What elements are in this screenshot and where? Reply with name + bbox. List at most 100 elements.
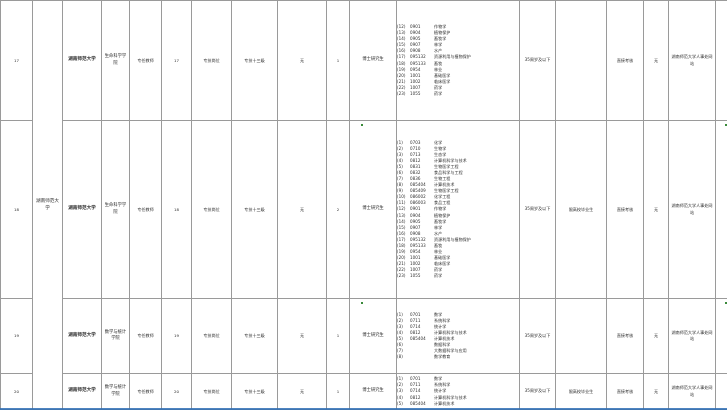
major-item-code: 0812: [410, 157, 421, 163]
cell-post-code: 17: [161, 0, 192, 121]
selection-handle[interactable]: [725, 124, 727, 127]
major-item: (19) 0954 林业: [398, 248, 519, 255]
major-item-number: (3): [397, 388, 403, 394]
major-item: (5) 0831 生物医学工程: [398, 164, 519, 170]
major-item-name: 植物保护: [434, 212, 451, 218]
major-item-number: (8): [397, 182, 403, 188]
cell-college: 生命科学学院: [101, 120, 130, 299]
contact-line: 招聘电话：0731-88872230: [717, 392, 727, 398]
major-item: (1) 0701 数学: [398, 376, 519, 382]
major-item-code: 1007: [410, 84, 421, 90]
major-item-name: 林业: [434, 66, 443, 72]
cell-college: 生命科学学院: [101, 0, 130, 121]
major-item-code: 0711: [410, 382, 421, 388]
page-bottom-rule: [0, 408, 727, 410]
major-item: (3) 0713 生态学: [397, 151, 519, 158]
cell-index: 20: [0, 373, 33, 410]
cell-major-list: (12) 0901 作物学 (13) 0904 植物保护 (14) 0905 畜牧学 (15) 09…: [396, 0, 520, 121]
major-item-number: (2): [397, 382, 403, 388]
major-item-number: (14): [397, 36, 406, 42]
major-item-name: 数学教育: [434, 354, 451, 360]
major-item-number: (12): [397, 24, 406, 30]
major-item: (22) 1007 药学: [398, 267, 519, 273]
cell-post-type: 专技岗位: [191, 0, 232, 121]
cell-age: 35周岁及以下: [519, 0, 556, 121]
major-item: (18) 095133 畜牧: [398, 243, 519, 249]
cell-post: 专任教师: [129, 0, 162, 121]
major-item: (21) 1002 临床医学: [397, 78, 519, 85]
selection-handle[interactable]: [361, 302, 364, 305]
major-item-code: 1002: [410, 78, 421, 84]
major-item-number: (21): [397, 78, 406, 84]
major-item: (12) 0901 作物学: [397, 24, 519, 30]
cell-requirement: 限高校毕业生: [555, 120, 607, 299]
cell-unit: 湖南师范大学: [62, 373, 102, 410]
major-item-code: 0812: [410, 394, 421, 400]
cell-post-level: 专技十三级: [231, 120, 278, 299]
major-item-number: (22): [397, 84, 406, 90]
cell-requirement: 限高校毕业生: [555, 373, 607, 410]
major-item-code: 0954: [410, 66, 421, 72]
table-row[interactable]: 19 湖南师范大学 数学与统计学院 专任教师 19 专技岗位 专技十三级 无 1…: [0, 298, 727, 374]
major-item-code: 0703: [410, 139, 421, 145]
major-item-code: 0904: [410, 212, 421, 218]
major-item-name: 药学: [434, 90, 443, 96]
cell-post-type: 专技岗位: [191, 120, 232, 299]
major-item-code: 085404: [410, 400, 426, 406]
major-item-number: (1): [397, 139, 403, 145]
major-item-name: 资源利用与植物保护: [434, 236, 471, 242]
major-item-name: 生物学: [434, 145, 447, 151]
major-item-code: 0832: [410, 170, 421, 176]
major-item: (13) 0904 植物保护: [398, 30, 519, 36]
cell-index: 19: [0, 298, 33, 374]
major-item-number: (10): [397, 194, 406, 200]
cell-post-code: 18: [161, 120, 192, 299]
cell-post: 专任教师: [129, 373, 162, 410]
major-item: (2) 0710 生物学: [397, 145, 519, 152]
major-item-number: (8): [397, 354, 403, 360]
major-item-code: 0714: [410, 388, 421, 394]
cell-post-code: 20: [161, 373, 192, 410]
selection-handle[interactable]: [361, 124, 364, 127]
major-item-number: (3): [397, 151, 403, 157]
major-item-name: 系统科学: [434, 382, 451, 388]
major-item: (11) 086003 食品工程: [398, 200, 519, 206]
major-item-number: (7): [397, 348, 403, 354]
cell-contact: 咨询电话：0731-88872516 朱老师招聘电话：0731-88872230: [715, 298, 727, 374]
contact-line: 招聘电话：0731-88872230: [717, 61, 727, 67]
major-item-number: (2): [397, 145, 403, 151]
cell-major-list: (1) 0703 化学 (2) 0710 生物学 (3) 0713 生态学 (4) 0812 计算机科…: [396, 120, 520, 299]
major-item-code: 1002: [410, 261, 421, 267]
cell-other-condition: 无: [277, 120, 327, 299]
major-item-number: (15): [397, 42, 406, 48]
major-item: (3) 0714 统计学: [398, 324, 519, 330]
cell-education: 博士研究生: [349, 0, 397, 121]
major-item-code: 086002: [410, 194, 426, 200]
major-item: (5) 085404 计算机技术: [398, 336, 519, 342]
major-item: (3) 0714 统计学: [397, 388, 519, 394]
major-item-number: (20): [397, 254, 406, 260]
cell-education: 博士研究生: [349, 298, 397, 374]
major-item-code: 1055: [410, 90, 421, 96]
cell-website: 湖南师范大学人事处网站: [668, 0, 716, 121]
selection-handle[interactable]: [725, 302, 727, 305]
major-item: (19) 0954 林业: [398, 66, 519, 73]
cell-method: 直接考核: [606, 120, 644, 299]
table-row[interactable]: 20 湖南师范大学 数学与统计学院 专任教师 20 专技岗位 专技十三级 无 1…: [0, 373, 727, 410]
cell-college: 数学与统计学院: [101, 373, 130, 410]
major-item: (15) 0907 林学: [397, 42, 519, 48]
cell-unit: 湖南师范大学: [62, 298, 102, 374]
major-item: (6) 数据科学: [398, 342, 519, 348]
major-item-number: (4): [397, 157, 403, 163]
major-item: (6) 0832 食品科学与工程: [397, 170, 519, 176]
cell-website: 湖南师范大学人事处网站: [668, 373, 716, 410]
major-item-number: (17): [397, 236, 406, 242]
major-item: (9) 085409 生物医学工程: [398, 188, 519, 194]
major-item-name: 林业: [434, 248, 443, 254]
major-item-code: 0701: [410, 376, 421, 382]
table-row[interactable]: 18 湖南师范大学 生命科学学院 专任教师 18 专技岗位 专技十三级 无 2 …: [0, 120, 727, 299]
major-item-number: (6): [397, 170, 403, 176]
major-item: (23) 1055 药学: [398, 90, 519, 97]
contact-line: 招聘电话：0731-88872230: [717, 210, 727, 216]
